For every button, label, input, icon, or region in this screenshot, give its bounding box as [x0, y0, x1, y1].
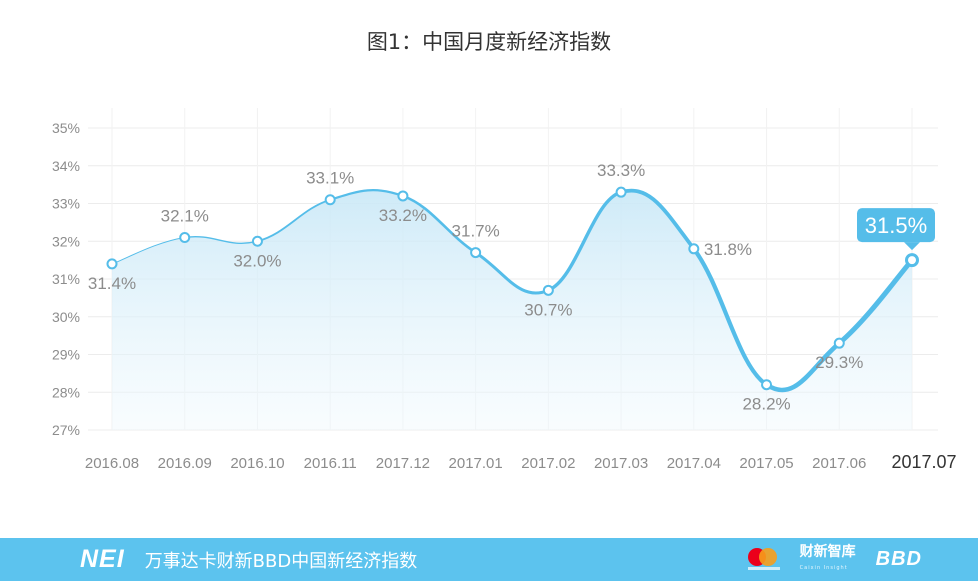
- x-tick-label: 2017.12: [376, 455, 430, 472]
- data-point: [688, 243, 700, 255]
- y-tick-label: 31%: [52, 271, 80, 287]
- line-segment: [256, 198, 332, 243]
- nei-logo: NEI: [80, 545, 125, 573]
- data-point: [615, 186, 627, 198]
- line-segment: [546, 190, 623, 293]
- data-label: 29.3%: [815, 353, 863, 372]
- data-points: [106, 186, 919, 391]
- line-segment: [619, 188, 696, 251]
- footer-bar: NEI 万事达卡财新BBD中国新经济指数 财新智库 Caixin Insight…: [0, 538, 978, 581]
- bbd-logo: BBD: [875, 548, 922, 570]
- data-label: 33.3%: [597, 161, 645, 180]
- data-point: [761, 379, 773, 391]
- caixin-insight-logo: 财新智库 Caixin Insight: [800, 545, 856, 575]
- line-segment: [474, 251, 550, 295]
- caixin-name: 财新智库: [799, 543, 856, 560]
- y-tick-label: 32%: [52, 233, 80, 249]
- y-axis-ticks: 27% 28% 29% 30% 31% 32% 33% 34% 35%: [52, 120, 80, 438]
- data-label: 33.1%: [306, 169, 354, 188]
- data-point: [905, 253, 919, 268]
- x-tick-label: 2017.05: [739, 455, 793, 472]
- x-tick-label: 2016.08: [85, 455, 139, 472]
- callout-box: [857, 208, 935, 243]
- chart-title: 图1：中国月度新经济指数: [367, 30, 611, 54]
- y-tick-label: 28%: [52, 384, 80, 400]
- chart: 图1：中国月度新经济指数 27% 28% 29% 30% 31% 32% 33% 34% 35%…: [52, 30, 957, 472]
- line-segment: [184, 235, 259, 245]
- area-fill: [112, 190, 912, 430]
- data-labels: 31.4% 32.1% 32.0% 33.1% 33.2% 31.7% 30.7% 33.3%…: [88, 161, 863, 414]
- data-label: 31.7%: [452, 222, 500, 241]
- data-point: [179, 231, 191, 243]
- footer-title: 万事达卡财新BBD中国新经济指数: [144, 550, 418, 572]
- x-tick-label: 2016.11: [304, 455, 357, 472]
- x-tick-label: 2016.09: [158, 455, 212, 472]
- data-point: [324, 194, 336, 206]
- x-axis-ticks: 2016.08 2016.09 2016.10 2016.11 2017.12 2017.…: [85, 452, 957, 472]
- x-tick-label: 2016.10: [230, 455, 284, 472]
- y-tick-label: 30%: [52, 309, 80, 325]
- line-segment: [401, 194, 477, 254]
- data-point: [833, 337, 845, 349]
- data-point: [470, 247, 482, 259]
- data-label: 33.2%: [379, 206, 427, 225]
- x-tick-label: 2017.07: [891, 452, 956, 472]
- x-tick-label: 2017.06: [812, 455, 866, 472]
- y-tick-label: 33%: [52, 196, 80, 212]
- caixin-sub: Caixin Insight: [799, 564, 848, 571]
- data-label: 31.8%: [704, 240, 752, 259]
- data-label: 32.1%: [161, 206, 209, 225]
- line-segment: [691, 246, 769, 387]
- footer-brands: 财新智库 Caixin Insight BBD: [747, 538, 922, 581]
- line-segment: [329, 189, 405, 201]
- callout-label: 31.5%: [865, 213, 927, 238]
- series-line: [111, 188, 915, 393]
- x-tick-label: 2017.03: [594, 455, 648, 472]
- data-label: 31.4%: [88, 274, 136, 293]
- y-tick-label: 29%: [52, 347, 80, 363]
- data-point: [397, 190, 409, 202]
- data-label: 28.2%: [742, 395, 790, 414]
- x-tick-label: 2017.02: [521, 455, 575, 472]
- mastercard-icon: [747, 545, 780, 575]
- highlight-callout: 31.5%: [857, 208, 935, 251]
- data-point: [251, 235, 263, 247]
- data-label: 30.7%: [524, 300, 572, 319]
- line-segment: [764, 340, 842, 393]
- callout-pointer: [904, 242, 920, 251]
- x-tick-label: 2017.01: [449, 455, 503, 472]
- line-segment: [836, 257, 915, 346]
- y-tick-label: 35%: [52, 120, 80, 136]
- x-tick-label: 2017.04: [667, 455, 721, 472]
- y-tick-label: 27%: [52, 422, 80, 438]
- data-label: 32.0%: [233, 251, 281, 270]
- y-tick-label: 34%: [52, 158, 80, 174]
- data-point: [106, 258, 118, 270]
- data-point: [542, 284, 554, 296]
